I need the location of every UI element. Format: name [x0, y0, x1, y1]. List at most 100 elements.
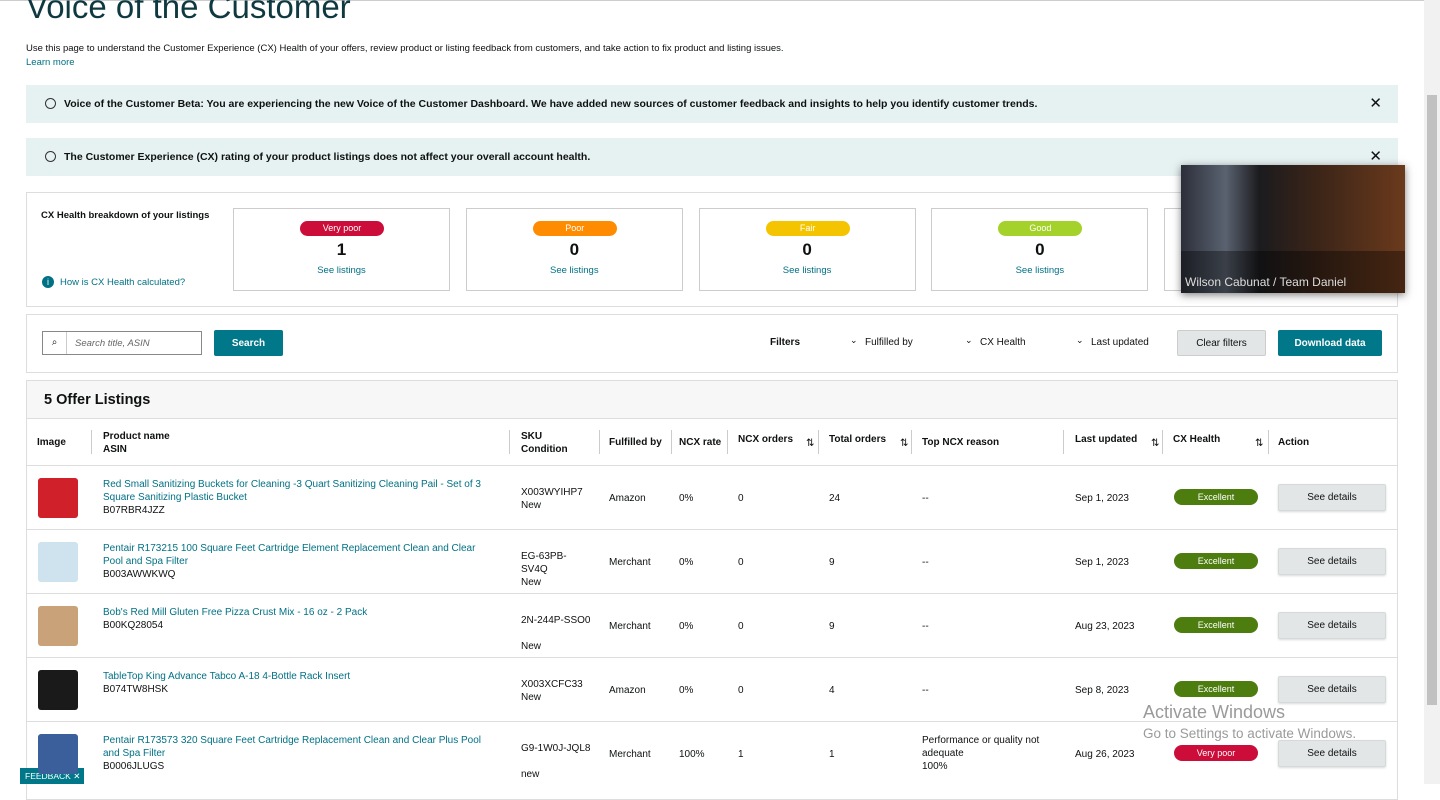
- count: 0: [802, 240, 812, 259]
- product-image: [38, 606, 78, 646]
- cx-health-badge: Excellent: [1174, 489, 1258, 505]
- total-orders: 1: [829, 749, 835, 760]
- filter-dropdown[interactable]: Last updated: [1091, 337, 1149, 348]
- listings-title: 5 Offer Listings: [44, 392, 151, 408]
- help-link[interactable]: How is CX Health calculated?: [60, 277, 186, 288]
- asin: B003AWWKWQ: [103, 569, 176, 580]
- asin: B07RBR4JZZ: [103, 505, 165, 516]
- see-listings-link[interactable]: See listings: [782, 265, 832, 276]
- badge: Fair: [765, 221, 850, 236]
- last-updated: Sep 8, 2023: [1075, 685, 1129, 696]
- cx-health-badge: Very poor: [1174, 745, 1258, 761]
- card: Good 0 See listings: [931, 208, 1149, 291]
- column-divider: [1063, 430, 1064, 454]
- see-listings-link[interactable]: See listings: [550, 265, 599, 276]
- count: 0: [1035, 240, 1045, 259]
- ncx-orders: 0: [738, 493, 744, 504]
- count: 1: [336, 240, 347, 259]
- filters-label: Filters: [770, 337, 801, 348]
- column-header: Last updated: [1075, 434, 1138, 445]
- filter-dropdown[interactable]: CX Health: [980, 337, 1026, 348]
- filter-chevron: ⌄: [965, 335, 973, 345]
- ncx-orders: 1: [738, 749, 744, 760]
- scrollbar: [1424, 0, 1440, 784]
- sku: EG-63PB-SV4Q: [521, 551, 567, 575]
- feedback-text: FEEDBACK: [25, 771, 71, 781]
- learn-more-link[interactable]: Learn more: [26, 57, 75, 68]
- condition: new: [521, 769, 540, 780]
- ncx-orders: 0: [738, 621, 744, 632]
- product-name-link: Red Small Sanitizing Buckets for Cleanin…: [103, 479, 481, 503]
- product-image: [38, 670, 78, 710]
- search-button[interactable]: Search: [214, 330, 283, 356]
- column-header: ASIN: [103, 444, 127, 455]
- search-placeholder: Search title, ASIN: [75, 337, 150, 349]
- sort-icon[interactable]: ⇅: [1255, 438, 1264, 449]
- asin: B00KQ28054: [103, 620, 164, 631]
- filter-dropdown[interactable]: Fulfilled by: [865, 337, 913, 348]
- ncx-rate: 0%: [679, 621, 694, 632]
- top-ncx-reason: Performance or quality not adequate: [922, 735, 1040, 759]
- cx-health-panel: [26, 192, 1398, 307]
- column-header: Top NCX reason: [922, 437, 1000, 448]
- ncx-rate: 0%: [679, 685, 694, 696]
- column-divider: [911, 430, 912, 454]
- see-listings-link[interactable]: See listings: [1015, 265, 1065, 276]
- close-button[interactable]: ✕: [1369, 148, 1382, 165]
- sort-icon[interactable]: ⇅: [806, 438, 815, 449]
- column-header: Action: [1278, 437, 1310, 448]
- asin: B0006JLUGS: [103, 761, 165, 772]
- see-details-button[interactable]: See details: [1278, 484, 1386, 511]
- sort-icon[interactable]: ⇅: [900, 438, 909, 449]
- filter-chevron: ⌄: [1076, 335, 1084, 345]
- total-orders: 4: [829, 685, 835, 696]
- search-input[interactable]: ⌕ Search title, ASIN: [42, 331, 202, 355]
- close-button[interactable]: ✕: [1369, 95, 1382, 112]
- product-image: [38, 542, 78, 582]
- column-divider: [1268, 430, 1269, 454]
- see-details-button[interactable]: See details: [1278, 612, 1386, 639]
- count: 0: [569, 240, 580, 259]
- table-row: Red Small Sanitizing Buckets for Cleanin…: [27, 465, 1397, 529]
- badge: Very poor: [300, 221, 384, 236]
- product-name-link: Bob's Red Mill Gluten Free Pizza Crust M…: [103, 607, 368, 618]
- see-details-button[interactable]: See details: [1278, 676, 1386, 703]
- card: Very poor 1 See listings: [233, 208, 450, 291]
- watermark-line2: Go to Settings to activate Windows.: [1143, 726, 1357, 741]
- video-caption: Wilson Cabunat / Team Daniel: [1185, 275, 1347, 289]
- product-image: [38, 478, 78, 518]
- total-orders: 9: [829, 621, 835, 632]
- see-details-button[interactable]: See details: [1278, 548, 1386, 575]
- total-orders: 9: [829, 557, 835, 568]
- top-ncx-reason: --: [922, 621, 929, 632]
- watermark-line1: Activate Windows: [1143, 702, 1286, 722]
- card: Fair 0 See listings: [698, 208, 916, 291]
- help-icon: i: [42, 276, 54, 288]
- column-header: SKU: [521, 431, 543, 442]
- card: Poor 0 See listings: [465, 208, 683, 291]
- ncx-orders: 0: [738, 557, 744, 568]
- column-header: Condition: [521, 444, 568, 455]
- column-divider: [671, 430, 672, 454]
- banner-text: Voice of the Customer Beta: You are expe…: [64, 98, 1038, 110]
- see-listings-link[interactable]: See listings: [317, 265, 366, 276]
- fulfilled-by: Merchant: [609, 749, 651, 760]
- beta-banner: Voice of the Customer Beta: You are expe…: [26, 85, 1398, 123]
- total-orders: 24: [829, 493, 841, 504]
- column-divider: [818, 430, 819, 454]
- condition: New: [521, 641, 542, 652]
- last-updated: Sep 1, 2023: [1075, 557, 1129, 568]
- last-updated: Aug 26, 2023: [1075, 749, 1135, 760]
- ncx-rate: 0%: [679, 493, 694, 504]
- sort-icon[interactable]: ⇅: [1151, 438, 1160, 449]
- see-details-button[interactable]: See details: [1278, 740, 1386, 767]
- table-row: Pentair R173215 100 Square Feet Cartridg…: [27, 529, 1397, 593]
- download-button[interactable]: Download data: [1278, 330, 1382, 356]
- top-ncx-reason: --: [922, 557, 929, 568]
- fulfilled-by: Merchant: [609, 557, 651, 568]
- clear-filters-button[interactable]: Clear filters: [1177, 330, 1266, 356]
- column-header: CX Health: [1173, 434, 1221, 445]
- column-header: Product name: [103, 431, 170, 442]
- cx-title: CX Health breakdown of your listings: [41, 210, 210, 221]
